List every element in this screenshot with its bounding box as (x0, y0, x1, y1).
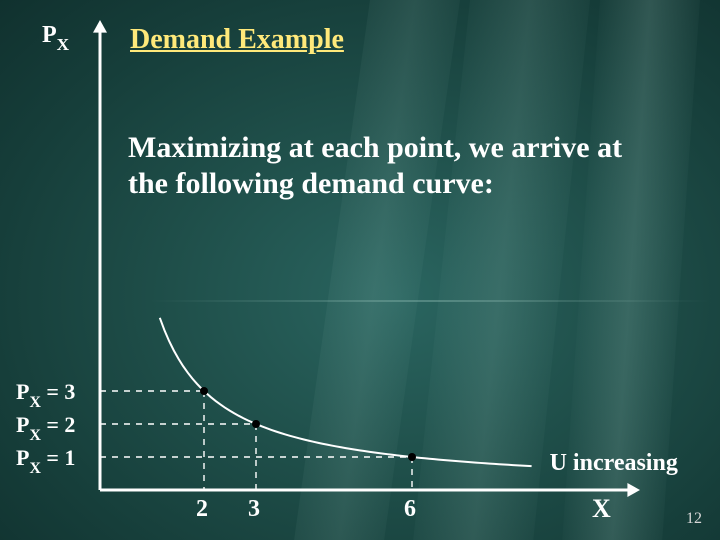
ytick-label-3: PX = 3 (16, 379, 75, 409)
ytick-label-2: PX = 2 (16, 412, 75, 442)
x-axis-label: X (592, 494, 611, 524)
slide-number: 12 (686, 510, 702, 528)
xtick-label-2: 2 (196, 496, 208, 523)
y-axis-label: PX (42, 22, 69, 53)
xtick-label-6: 6 (404, 496, 416, 523)
u-increasing-label: U increasing (550, 450, 678, 477)
chart-description: Maximizing at each point, we arrive at t… (128, 130, 668, 202)
chart-title: Demand Example (130, 24, 344, 56)
ytick-label-1: PX = 1 (16, 445, 75, 475)
xtick-label-3: 3 (248, 496, 260, 523)
